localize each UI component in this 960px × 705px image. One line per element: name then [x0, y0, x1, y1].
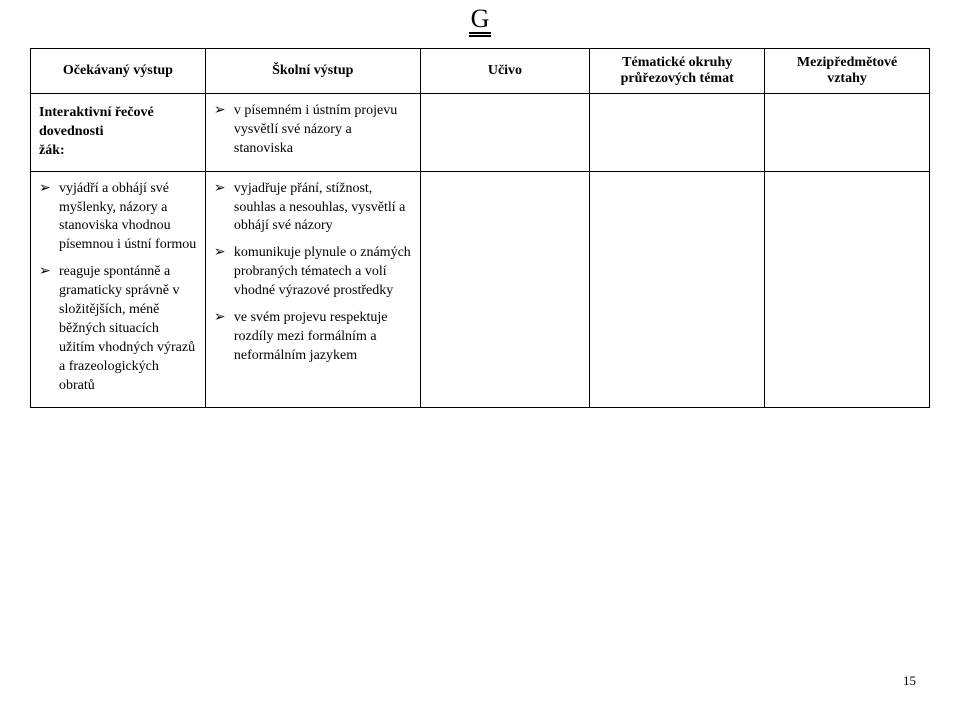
- page-logo: G: [469, 6, 491, 37]
- header-school-output: Školní výstup: [205, 49, 420, 94]
- header-cross-line2: vztahy: [827, 71, 867, 86]
- table-row: Interaktivní řečové dovednosti žák: v pí…: [31, 94, 930, 172]
- list-item: komunikuje plynule o známých probraných …: [214, 244, 412, 301]
- header-cross-subject: Mezipředmětové vztahy: [765, 49, 930, 94]
- cell-empty: [590, 94, 765, 172]
- cell-empty: [420, 171, 590, 408]
- header-thematic-line1: Tématické okruhy: [622, 55, 732, 70]
- header-curriculum: Učivo: [420, 49, 590, 94]
- cell-empty: [765, 171, 930, 408]
- interactive-line3: žák:: [39, 143, 65, 158]
- list-item: vyjádří a obhájí své myšlenky, názory a …: [39, 180, 197, 256]
- table-header-row: Očekávaný výstup Školní výstup Učivo Tém…: [31, 49, 930, 94]
- list-item: vyjadřuje přání, stížnost, souhlas a nes…: [214, 180, 412, 237]
- cell-empty: [420, 94, 590, 172]
- cell-empty: [765, 94, 930, 172]
- cell-school-output-1: v písemném i ústním projevu vysvětlí své…: [205, 94, 420, 172]
- header-expected-output: Očekávaný výstup: [31, 49, 206, 94]
- cell-interactive-skills: Interaktivní řečové dovednosti žák:: [31, 94, 206, 172]
- page-number: 15: [903, 673, 916, 689]
- cell-school-output-2: vyjadřuje přání, stížnost, souhlas a nes…: [205, 171, 420, 408]
- list-item: ve svém projevu respektuje rozdíly mezi …: [214, 309, 412, 366]
- interactive-line1: Interaktivní řečové: [39, 105, 154, 120]
- cell-expected-output-2: vyjádří a obhájí své myšlenky, názory a …: [31, 171, 206, 408]
- cell-empty: [590, 171, 765, 408]
- table-row: vyjádří a obhájí své myšlenky, názory a …: [31, 171, 930, 408]
- row1-col2-list: v písemném i ústním projevu vysvětlí své…: [214, 102, 412, 159]
- curriculum-table: Očekávaný výstup Školní výstup Učivo Tém…: [30, 48, 930, 408]
- list-item: reaguje spontánně a gramaticky správně v…: [39, 263, 197, 395]
- row2-col1-list: vyjádří a obhájí své myšlenky, názory a …: [39, 180, 197, 396]
- header-cross-line1: Mezipředmětové: [797, 55, 897, 70]
- interactive-line2: dovednosti: [39, 124, 104, 139]
- logo-letter: G: [471, 4, 490, 33]
- row2-col2-list: vyjadřuje přání, stížnost, souhlas a nes…: [214, 180, 412, 366]
- list-item: v písemném i ústním projevu vysvětlí své…: [214, 102, 412, 159]
- header-thematic-line2: průřezových témat: [621, 71, 734, 86]
- header-thematic-topics: Tématické okruhy průřezových témat: [590, 49, 765, 94]
